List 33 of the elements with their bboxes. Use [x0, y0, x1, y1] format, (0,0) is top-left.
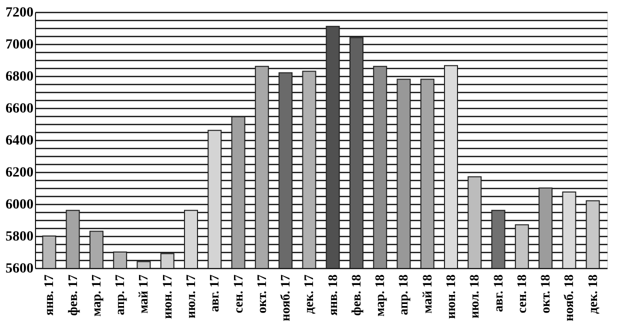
- x-tick-label: окт. 17: [254, 274, 269, 314]
- y-tick-label: 6600: [6, 102, 34, 116]
- x-tick-label: нояб. 17: [278, 274, 293, 322]
- x-tick-label: мар. 17: [88, 274, 104, 316]
- x-tick-label: янв. 18: [324, 274, 340, 316]
- y-tick-label: 5600: [6, 262, 34, 276]
- x-tick-label: авг. 18: [490, 274, 506, 312]
- x-tick-label: сен. 18: [514, 274, 529, 314]
- y-tick-label: 5800: [6, 230, 34, 244]
- y-tick-label: 6400: [6, 134, 34, 148]
- x-tick-label: мар. 18: [372, 274, 388, 316]
- x-tick-label: апр. 18: [396, 274, 411, 316]
- x-tick-label: июл. 17: [183, 274, 198, 318]
- x-tick-label: авг. 17: [206, 274, 222, 312]
- x-tick-label: фев. 17: [64, 274, 80, 316]
- x-tick-label: июн. 17: [159, 274, 174, 319]
- x-tick-label: сен. 17: [230, 274, 246, 314]
- x-tick-label: май 17: [136, 274, 151, 314]
- y-tick-label: 6000: [6, 198, 34, 212]
- y-tick-label: 7200: [6, 6, 34, 20]
- x-tick-label: дек. 17: [301, 274, 316, 314]
- x-tick-label: окт. 18: [538, 274, 553, 314]
- x-tick-label: июн. 18: [443, 274, 458, 319]
- x-tick-label: нояб. 18: [561, 274, 576, 322]
- y-tick-label: 7000: [6, 38, 34, 52]
- x-tick-label: июл. 18: [466, 274, 482, 318]
- x-tick-label: май 18: [419, 274, 434, 314]
- y-tick-label: 6800: [6, 70, 34, 84]
- x-tick-label: янв. 17: [41, 274, 56, 316]
- x-tick-label: дек. 18: [584, 274, 600, 314]
- x-tick-label: фев. 18: [348, 274, 364, 316]
- y-tick-label: 6200: [6, 166, 34, 180]
- x-tick-label: апр. 17: [112, 274, 128, 316]
